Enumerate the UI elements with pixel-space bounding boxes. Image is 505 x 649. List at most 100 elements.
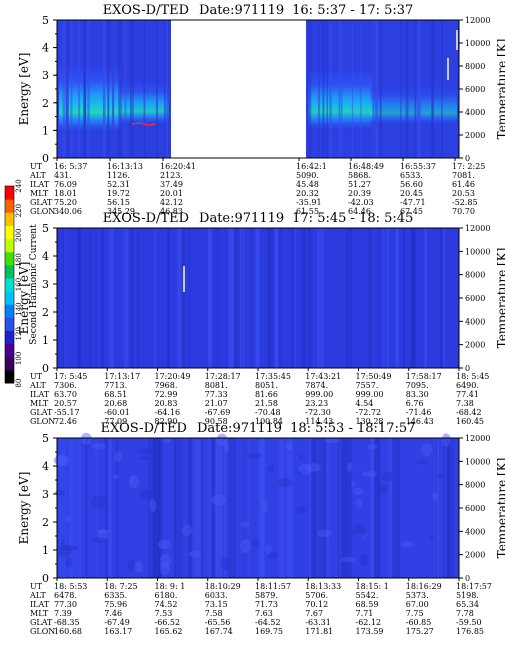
colorbar-tick-label: 160 (15, 278, 23, 291)
spectrum-streak (65, 20, 69, 158)
spectrum-streak (400, 20, 402, 158)
value-ilat: 45.48 (296, 180, 319, 189)
spectrum-blob (113, 474, 120, 480)
spectrum-blob (210, 494, 227, 506)
value-ilat: 83.30 (406, 390, 429, 399)
spectrum-blob (137, 448, 153, 455)
value-mlt: 7.67 (305, 609, 323, 618)
temperature-marker (183, 266, 185, 292)
value-ilat: 999.00 (305, 390, 333, 399)
spectrum-blob (421, 443, 433, 456)
value-mlt: 6.76 (406, 399, 424, 408)
row-label-ut: UT (30, 582, 43, 591)
temperature-tick-label: 12000 (465, 224, 490, 233)
value-ilat: 73.15 (205, 600, 228, 609)
value-alt: 7081. (452, 171, 475, 180)
spectrum-streak (431, 20, 435, 158)
spectrum-blob (296, 506, 306, 514)
spectrum-blob (216, 433, 228, 446)
value-glat: -52.85 (452, 198, 478, 207)
spectrum-streak (78, 20, 81, 158)
energy-tick-label: 2 (42, 306, 49, 319)
spectrum-streak (304, 228, 306, 368)
value-glon: 64.46 (348, 207, 371, 216)
value-glon: 114.43 (305, 417, 333, 426)
value-glon: 171.81 (305, 627, 333, 636)
spectrum-streak (439, 228, 443, 368)
value-ilat: 75.96 (104, 600, 127, 609)
value-glat: -71.46 (406, 408, 432, 417)
energy-axis-label: Energy [eV] (17, 53, 31, 126)
value-ut: 17:43:21 (305, 372, 341, 381)
spectrum-streak (412, 228, 416, 368)
spectrum-streak (319, 438, 327, 578)
spectrum-streak (147, 438, 156, 578)
panel-1: EXOS-D/TED Date:971119 16: 5:37 - 17: 5:37… (17, 3, 505, 216)
value-glon: 72.46 (54, 417, 77, 426)
value-mlt: 7.39 (54, 609, 72, 618)
spectrum-streak (188, 228, 190, 368)
value-mlt: 7.38 (456, 399, 474, 408)
spectrum-blob (138, 489, 154, 500)
value-glat: -68.42 (456, 408, 482, 417)
value-mlt: 4.54 (356, 399, 374, 408)
value-ut: 16:13:13 (107, 162, 143, 171)
colorbar-segment (5, 343, 14, 358)
value-glon: 176.85 (456, 627, 484, 636)
value-alt: 7874. (305, 381, 328, 390)
spectrum-streak (323, 438, 326, 578)
spectrum-streak (215, 438, 223, 578)
spectrum-blob (261, 499, 269, 513)
temperature-tick-label: 0 (465, 364, 470, 373)
value-glon: 61.55 (296, 207, 319, 216)
temperature-tick-label: 6000 (465, 85, 485, 94)
chart-time-range: 18: 5:53 - 18:17:57 (290, 421, 415, 436)
spectrum-streak (279, 228, 282, 368)
temperature-tick-label: 4000 (465, 317, 485, 326)
value-mlt: 20.32 (296, 189, 319, 198)
value-mlt: 21.07 (205, 399, 228, 408)
value-glat: -68.35 (54, 618, 80, 627)
spectrum-streak (241, 228, 244, 368)
spectrum-blob (352, 487, 363, 496)
value-mlt: 23.23 (305, 399, 328, 408)
value-ilat: 71.73 (255, 600, 278, 609)
spectrum-streak (174, 438, 183, 578)
temperature-tick-label: 6000 (465, 294, 485, 303)
value-ilat: 37.49 (160, 180, 183, 189)
colorbar-segment (5, 356, 14, 371)
value-glon: 77.09 (104, 417, 127, 426)
row-label-alt: ALT (29, 381, 46, 390)
value-alt: 5542. (356, 591, 379, 600)
spectrum-blob (129, 475, 140, 489)
spectrum-streak (98, 228, 101, 368)
colorbar-tick-label: 240 (15, 179, 23, 192)
value-glon: 340.06 (54, 207, 82, 216)
value-ilat: 61.46 (452, 180, 475, 189)
row-label-glon: GLON (30, 417, 55, 426)
spectrum-streak (418, 20, 422, 158)
spectrum-streak (326, 20, 328, 158)
spectrum-blob (162, 437, 172, 444)
value-ut: 18: 7:25 (104, 582, 137, 591)
spectrum-streak (286, 438, 293, 578)
value-mlt: 20.57 (54, 399, 77, 408)
value-ut: 17:58:17 (406, 372, 442, 381)
spectrum-streak (232, 228, 234, 368)
value-ilat: 74.52 (155, 600, 178, 609)
spectrum-streak (250, 228, 253, 368)
value-alt: 6490. (456, 381, 479, 390)
spectrum-streak (278, 438, 283, 578)
energy-tick-label: 0 (42, 572, 49, 585)
spectrum-streak (380, 20, 382, 158)
energy-tick-label: 1 (42, 334, 49, 347)
spectrum-blob (246, 452, 262, 459)
value-ut: 18:11:57 (255, 582, 291, 591)
value-alt: 1126. (107, 171, 130, 180)
value-ut: 16: 5:37 (54, 162, 87, 171)
colorbar-tick-label: 220 (15, 204, 23, 217)
row-label-glat: GLAT (30, 198, 53, 207)
value-alt: 8081. (205, 381, 228, 390)
spectrum-blob (340, 556, 357, 562)
spectrum-streak (158, 438, 163, 578)
